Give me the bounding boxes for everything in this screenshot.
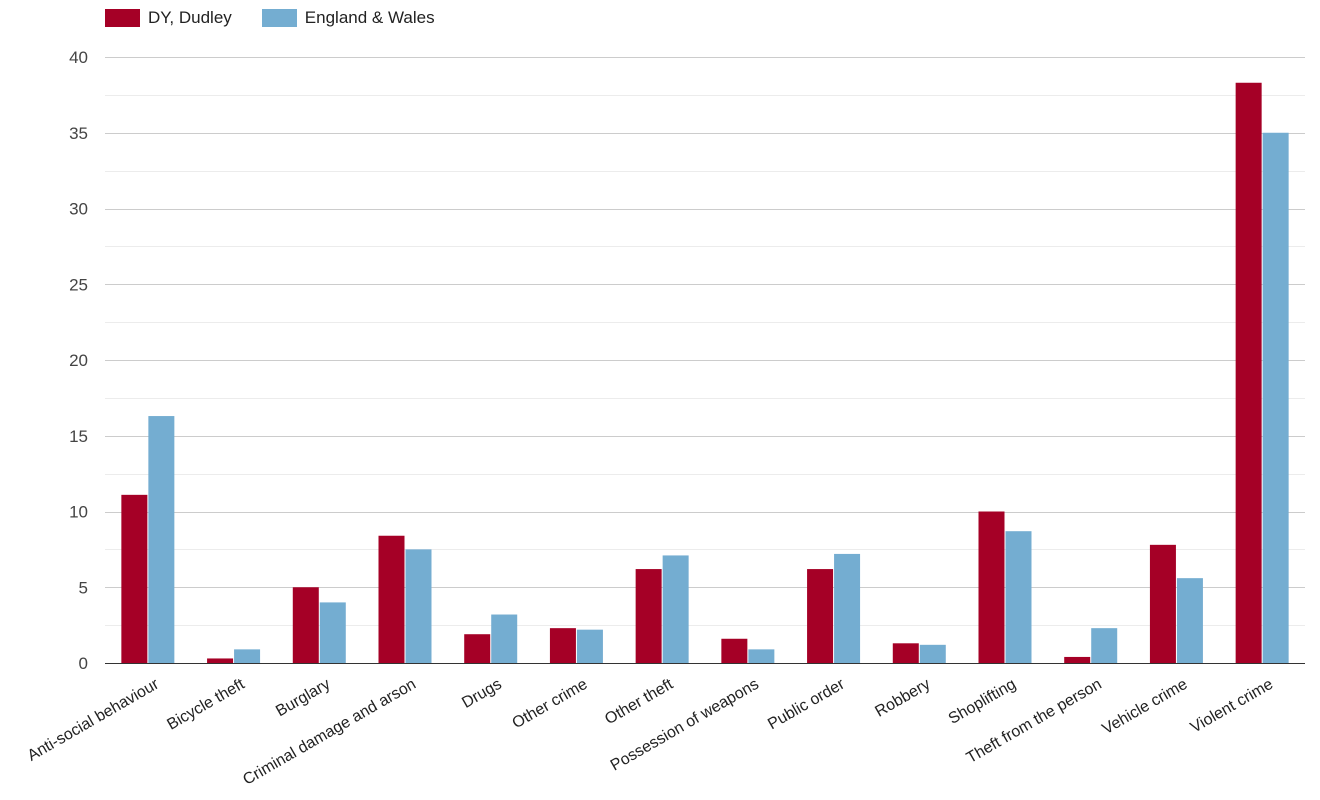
x-tick-label-vehicle-crime: Vehicle crime xyxy=(1100,676,1191,738)
bar-dy-dudley-violent-crime xyxy=(1235,82,1262,663)
bar-dy-dudley-robbery xyxy=(892,643,919,663)
bar-dy-dudley-anti-social-behaviour xyxy=(121,494,148,663)
y-tick-label: 25 xyxy=(69,275,88,294)
bar-dy-dudley-other-theft xyxy=(635,569,662,663)
bar-dy-dudley-theft-from-the-person xyxy=(1064,656,1091,663)
bar-england-wales-other-crime xyxy=(576,629,603,663)
legend-swatch-dudley xyxy=(105,9,140,27)
bar-dy-dudley-public-order xyxy=(807,569,834,663)
bar-england-wales-criminal-damage-and-arson xyxy=(405,549,432,663)
bar-england-wales-robbery xyxy=(919,644,946,663)
y-tick-label: 35 xyxy=(69,124,88,143)
chart-legend: DY, Dudley England & Wales xyxy=(105,8,435,28)
bar-england-wales-possession-of-weapons xyxy=(748,649,775,663)
legend-item-dudley[interactable]: DY, Dudley xyxy=(105,8,232,28)
x-tick-label-anti-social-behaviour: Anti-social behaviour xyxy=(25,675,163,764)
x-axis-ticks: Anti-social behaviour Bicycle theft Burgla… xyxy=(25,675,1277,788)
legend-item-england-wales[interactable]: England & Wales xyxy=(261,8,435,28)
bar-dy-dudley-drugs xyxy=(464,634,491,663)
grid-lines xyxy=(105,57,1305,626)
bar-england-wales-public-order xyxy=(834,553,861,663)
x-tick-label-robbery: Robbery xyxy=(872,676,933,721)
x-tick-label-other-theft: Other theft xyxy=(602,675,676,728)
y-tick-label: 10 xyxy=(69,503,88,522)
bar-dy-dudley-criminal-damage-and-arson xyxy=(378,535,405,663)
legend-label-england-wales: England & Wales xyxy=(304,8,435,27)
bar-england-wales-vehicle-crime xyxy=(1176,578,1203,663)
bar-england-wales-burglary xyxy=(319,602,346,663)
bar-england-wales-other-theft xyxy=(662,555,689,663)
y-tick-label: 40 xyxy=(69,48,88,67)
x-tick-label-burglary: Burglary xyxy=(273,676,333,721)
y-tick-label: 20 xyxy=(69,351,88,370)
bar-dy-dudley-bicycle-theft xyxy=(207,658,234,663)
x-tick-label-shoplifting: Shoplifting xyxy=(946,676,1019,728)
y-tick-label: 5 xyxy=(79,578,88,597)
y-axis-ticks: 0 5 10 15 20 25 30 35 40 xyxy=(69,48,88,673)
y-tick-label: 15 xyxy=(69,427,88,446)
bar-england-wales-drugs xyxy=(491,614,518,663)
bar-dy-dudley-possession-of-weapons xyxy=(721,638,748,663)
x-tick-label-criminal-damage-and-arson: Criminal damage and arson xyxy=(240,676,419,789)
bar-dy-dudley-vehicle-crime xyxy=(1149,544,1176,663)
x-tick-label-possession-of-weapons: Possession of weapons xyxy=(608,676,762,775)
x-tick-label-violent-crime: Violent crime xyxy=(1188,676,1276,737)
bar-england-wales-bicycle-theft xyxy=(234,649,261,663)
legend-swatch-england-wales xyxy=(261,9,297,27)
bars xyxy=(121,82,1289,663)
bar-dy-dudley-shoplifting xyxy=(978,511,1005,663)
bar-dy-dudley-other-crime xyxy=(549,628,576,663)
bar-england-wales-violent-crime xyxy=(1262,132,1289,663)
legend-label-dudley: DY, Dudley xyxy=(148,8,232,27)
bar-england-wales-theft-from-the-person xyxy=(1091,628,1118,663)
bar-england-wales-anti-social-behaviour xyxy=(148,416,175,663)
y-tick-label: 0 xyxy=(79,654,88,673)
x-tick-label-bicycle-theft: Bicycle theft xyxy=(164,675,248,733)
bar-england-wales-shoplifting xyxy=(1005,531,1032,663)
bar-dy-dudley-burglary xyxy=(292,587,319,663)
x-tick-label-other-crime: Other crime xyxy=(510,676,591,733)
x-tick-label-public-order: Public order xyxy=(765,675,848,733)
x-tick-label-drugs: Drugs xyxy=(459,676,504,712)
y-tick-label: 30 xyxy=(69,200,88,219)
